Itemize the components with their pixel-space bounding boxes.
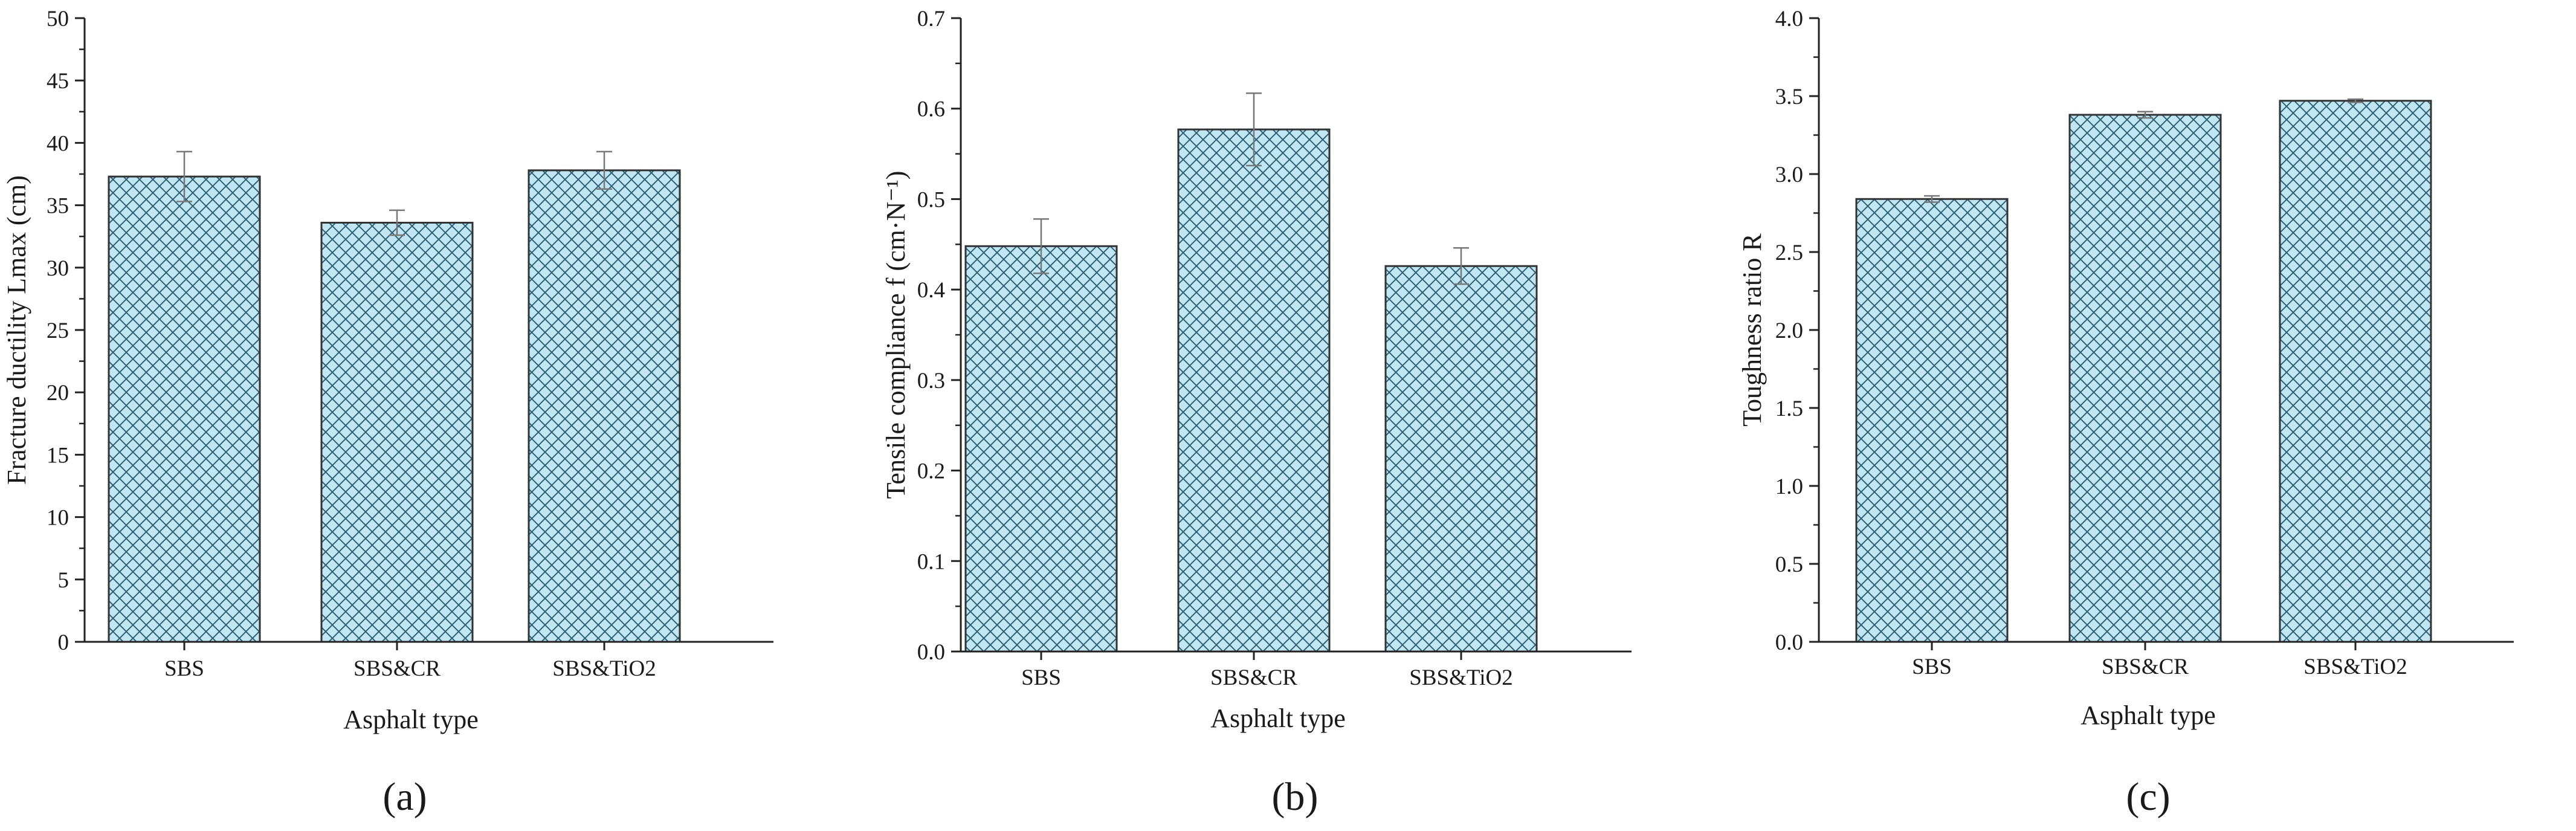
y-tick-label: 0.4 (917, 278, 945, 303)
bar-SBS (108, 175, 261, 643)
y-tick-label: 1.5 (1775, 396, 1803, 421)
bar-SBS&CR (1177, 128, 1331, 653)
y-tick-label: 0.5 (1775, 552, 1803, 577)
y-axis-title: Fracture ductility Lmax (cm) (2, 175, 31, 485)
bar-SBS (1855, 198, 2009, 643)
error-bar-SBS (1033, 218, 1049, 274)
y-tick-label: 2.5 (1775, 241, 1803, 265)
panel-label: (c) (2126, 775, 2170, 819)
y-tick-label: 5 (58, 568, 69, 593)
error-bar-SBS&CR (389, 209, 405, 236)
x-tick-label: SBS&TiO2 (1409, 665, 1512, 690)
error-bar-SBS&CR (2137, 111, 2153, 119)
y-tick-label: 20 (47, 381, 69, 406)
y-tick-label: 1.0 (1775, 474, 1803, 499)
y-tick-label: 3.5 (1775, 85, 1803, 109)
panel-label: (a) (383, 775, 427, 819)
y-tick-label: 50 (47, 7, 69, 31)
y-tick-label: 3.0 (1775, 163, 1803, 187)
y-axis-title: Tensile compliance f (cm·N⁻¹) (881, 171, 911, 499)
y-tick-label: 0.5 (917, 187, 945, 212)
chart-panel-3: 0.0 0.5 1.0 1.5 2.0 2.5 3.0 3.5 4.0 SBS SBS&CR SBS&… (1737, 7, 2514, 819)
x-tick-label: SBS (1912, 655, 1952, 679)
bar-SBS&CR (320, 221, 474, 643)
error-bar-SBS&TiO2 (2348, 98, 2363, 103)
chart-panel-2: 0.0 0.1 0.2 0.3 0.4 0.5 0.6 0.7 SBS SBS&CR SBS&TiO… (881, 7, 1632, 819)
y-tick-label: 30 (47, 256, 69, 281)
y-tick-label: 0.1 (917, 549, 945, 574)
y-axis-title: Toughness ratio R (1737, 233, 1767, 427)
x-tick-label: SBS&CR (2102, 655, 2189, 679)
y-tick-label: 0.6 (917, 97, 945, 122)
bar-SBS&TiO2 (528, 169, 681, 643)
y-tick-label: 10 (47, 506, 69, 531)
x-tick-label: SBS&TiO2 (552, 656, 656, 681)
x-tick-label: SBS&TiO2 (2303, 655, 2407, 679)
x-tick-label: SBS&CR (1210, 665, 1297, 690)
x-axis-title: Asphalt type (1210, 703, 1346, 733)
x-axis-title: Asphalt type (2080, 700, 2216, 730)
y-tick-label: 0.0 (917, 640, 945, 665)
y-tick-label: 2.0 (1775, 318, 1803, 343)
panel-label: (b) (1272, 775, 1319, 819)
error-bar-SBS (1924, 195, 1940, 203)
y-tick-label: 45 (47, 69, 69, 94)
chart-panel-1: 0 5 10 15 20 25 30 35 40 45 50 SBS SBS&CR SBS&TiO2 Asp… (2, 7, 773, 819)
bar-SBS (964, 245, 1118, 653)
y-tick-label: 0.3 (917, 369, 945, 393)
x-tick-label: SBS&CR (353, 656, 441, 681)
error-bar-SBS&CR (1246, 92, 1262, 167)
y-tick-label: 0.2 (917, 459, 945, 484)
error-bar-SBS&TiO2 (596, 150, 612, 190)
y-tick-label: 25 (47, 318, 69, 343)
error-bar-SBS (176, 150, 192, 202)
bar-SBS&TiO2 (2279, 100, 2432, 643)
y-tick-label: 40 (47, 131, 69, 156)
y-tick-label: 0.0 (1775, 630, 1803, 655)
error-bar-SBS&TiO2 (1453, 247, 1469, 285)
bar-SBS&TiO2 (1384, 265, 1538, 653)
x-tick-label: SBS (164, 656, 204, 681)
bar-SBS&CR (2068, 114, 2222, 643)
y-tick-label: 15 (47, 443, 69, 468)
x-axis-title: Asphalt type (343, 705, 479, 734)
y-tick-label: 35 (47, 194, 69, 219)
y-tick-label: 0 (58, 630, 69, 655)
x-tick-label: SBS (1021, 665, 1061, 690)
y-tick-label: 0.7 (917, 7, 945, 31)
y-tick-label: 4.0 (1775, 7, 1803, 31)
